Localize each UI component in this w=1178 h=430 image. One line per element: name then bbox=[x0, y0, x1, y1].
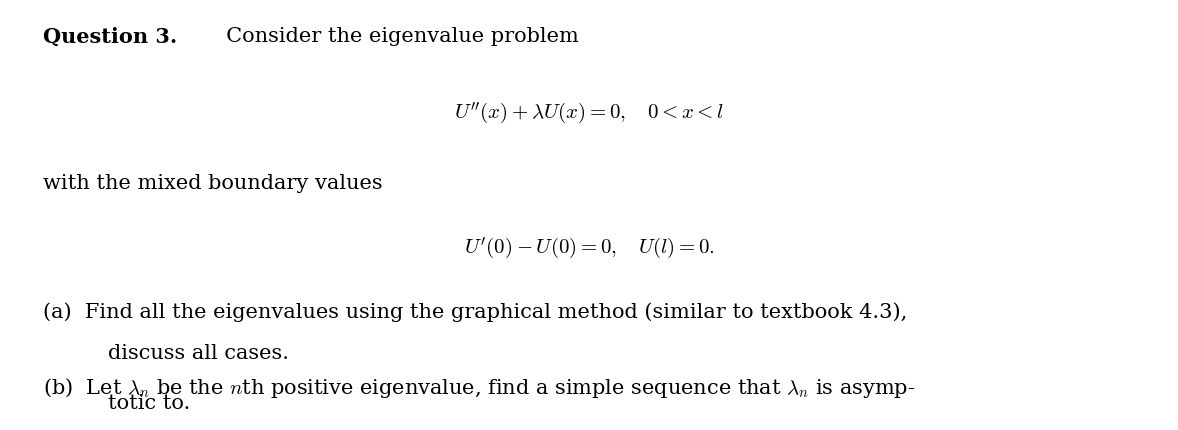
Text: Consider the eigenvalue problem: Consider the eigenvalue problem bbox=[213, 27, 578, 46]
Text: $U''(x) + \lambda U(x) = 0, \quad 0 < x < l$: $U''(x) + \lambda U(x) = 0, \quad 0 < x … bbox=[454, 100, 724, 126]
Text: totic to.: totic to. bbox=[107, 394, 190, 413]
Text: $U'(0) - U(0) = 0, \quad U(l) = 0.$: $U'(0) - U(0) = 0, \quad U(l) = 0.$ bbox=[464, 235, 714, 261]
Text: (a)  Find all the eigenvalues using the graphical method (similar to textbook 4.: (a) Find all the eigenvalues using the g… bbox=[42, 303, 907, 322]
Text: (b)  Let $\lambda_n$ be the $n$th positive eigenvalue, find a simple sequence th: (b) Let $\lambda_n$ be the $n$th positiv… bbox=[42, 376, 915, 400]
Text: with the mixed boundary values: with the mixed boundary values bbox=[42, 174, 383, 193]
Text: Question 3.: Question 3. bbox=[42, 27, 177, 47]
Text: discuss all cases.: discuss all cases. bbox=[107, 344, 289, 363]
